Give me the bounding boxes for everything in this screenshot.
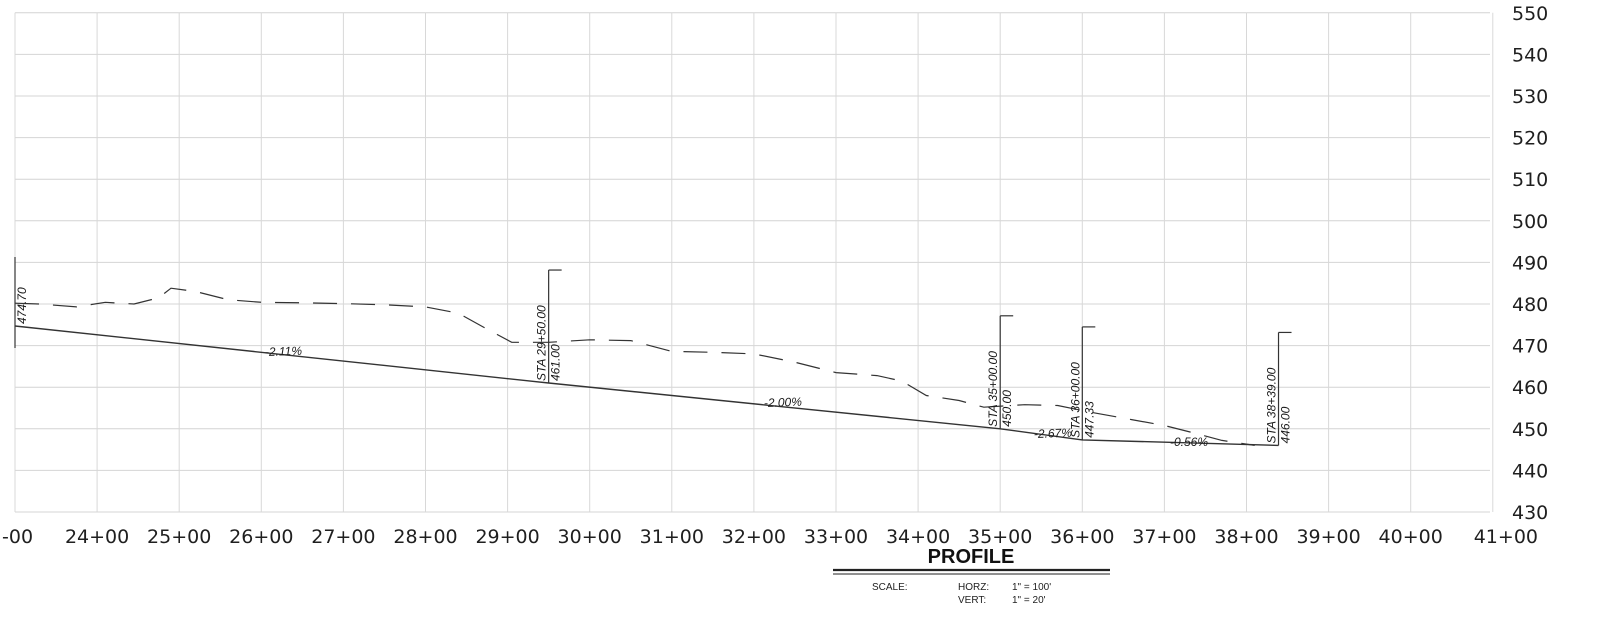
elevation-axis-labels: 550 540 530 520 510 500 490 480 470 460 450 440 430 <box>1512 3 1548 524</box>
elevation-callout: 446.00 <box>1279 406 1293 443</box>
grade-label: -2.11% <box>265 344 303 359</box>
station-label: 40+00 <box>1379 526 1443 548</box>
station-label: STA 29+50.00 <box>535 305 549 381</box>
scale-vert-value: 1" = 20' <box>1012 595 1046 606</box>
grade-label: -2.67% <box>1034 426 1073 441</box>
elevation-label: 470 <box>1512 336 1548 358</box>
elevation-callout: 474.70 <box>15 287 29 324</box>
profile-title: PROFILE <box>928 546 1015 568</box>
station-label: STA 36+00.00 <box>1068 362 1082 438</box>
elevation-label: 510 <box>1512 169 1548 191</box>
elevation-label: 500 <box>1512 211 1548 233</box>
grade-label: -0.56% <box>1170 435 1208 449</box>
elevation-label: 430 <box>1512 502 1548 524</box>
station-callouts: 474.70 STA 29+50.00 461.00 STA 35+00.00 450.… <box>15 269 1293 446</box>
station-label: 34+00 <box>886 526 950 548</box>
scale-horz-label: HORZ: <box>958 582 989 593</box>
station-label: 30+00 <box>558 526 622 548</box>
profile-title-block: PROFILE SCALE: HORZ: 1" = 100' VERT: 1" … <box>833 546 1110 606</box>
elevation-label: 460 <box>1512 377 1548 399</box>
station-axis-labels: -00 24+00 25+00 26+00 27+00 28+00 29+00 30+00 31… <box>2 526 1538 548</box>
elevation-label: 520 <box>1512 128 1548 150</box>
elevation-callout: 447.33 <box>1082 401 1096 438</box>
elevation-label: 550 <box>1512 3 1548 25</box>
station-label: 32+00 <box>722 526 786 548</box>
station-label: 39+00 <box>1296 526 1360 548</box>
station-label: 41+00 <box>1474 526 1538 548</box>
station-label: 29+00 <box>475 526 539 548</box>
grade-label: -2.00% <box>764 395 803 410</box>
existing-ground-line <box>14 287 1255 446</box>
station-label: 31+00 <box>640 526 704 548</box>
station-label: 25+00 <box>147 526 211 548</box>
station-label: 33+00 <box>804 526 868 548</box>
station-label: 37+00 <box>1132 526 1196 548</box>
scale-label: SCALE: <box>872 582 908 593</box>
elevation-label: 490 <box>1512 252 1548 274</box>
elevation-callout: 461.00 <box>549 344 563 381</box>
elevation-label: 530 <box>1512 86 1548 108</box>
elevation-label: 540 <box>1512 44 1548 66</box>
station-label: 38+00 <box>1214 526 1278 548</box>
station-label: STA 35+00.00 <box>986 351 1000 427</box>
station-label: 28+00 <box>393 526 457 548</box>
station-label: 27+00 <box>311 526 375 548</box>
station-label: 24+00 <box>65 526 129 548</box>
scale-vert-label: VERT: <box>958 595 986 606</box>
station-label: -00 <box>2 526 33 548</box>
station-label: 26+00 <box>229 526 293 548</box>
station-label: 35+00 <box>968 526 1032 548</box>
scale-horz-value: 1" = 100' <box>1012 582 1051 593</box>
elevation-label: 440 <box>1512 460 1548 482</box>
elevation-label: 480 <box>1512 294 1548 316</box>
elevation-callout: 450.00 <box>1000 390 1014 427</box>
station-label: 36+00 <box>1050 526 1114 548</box>
elevation-label: 450 <box>1512 419 1548 441</box>
station-label: STA 38+39.00 <box>1265 367 1279 443</box>
